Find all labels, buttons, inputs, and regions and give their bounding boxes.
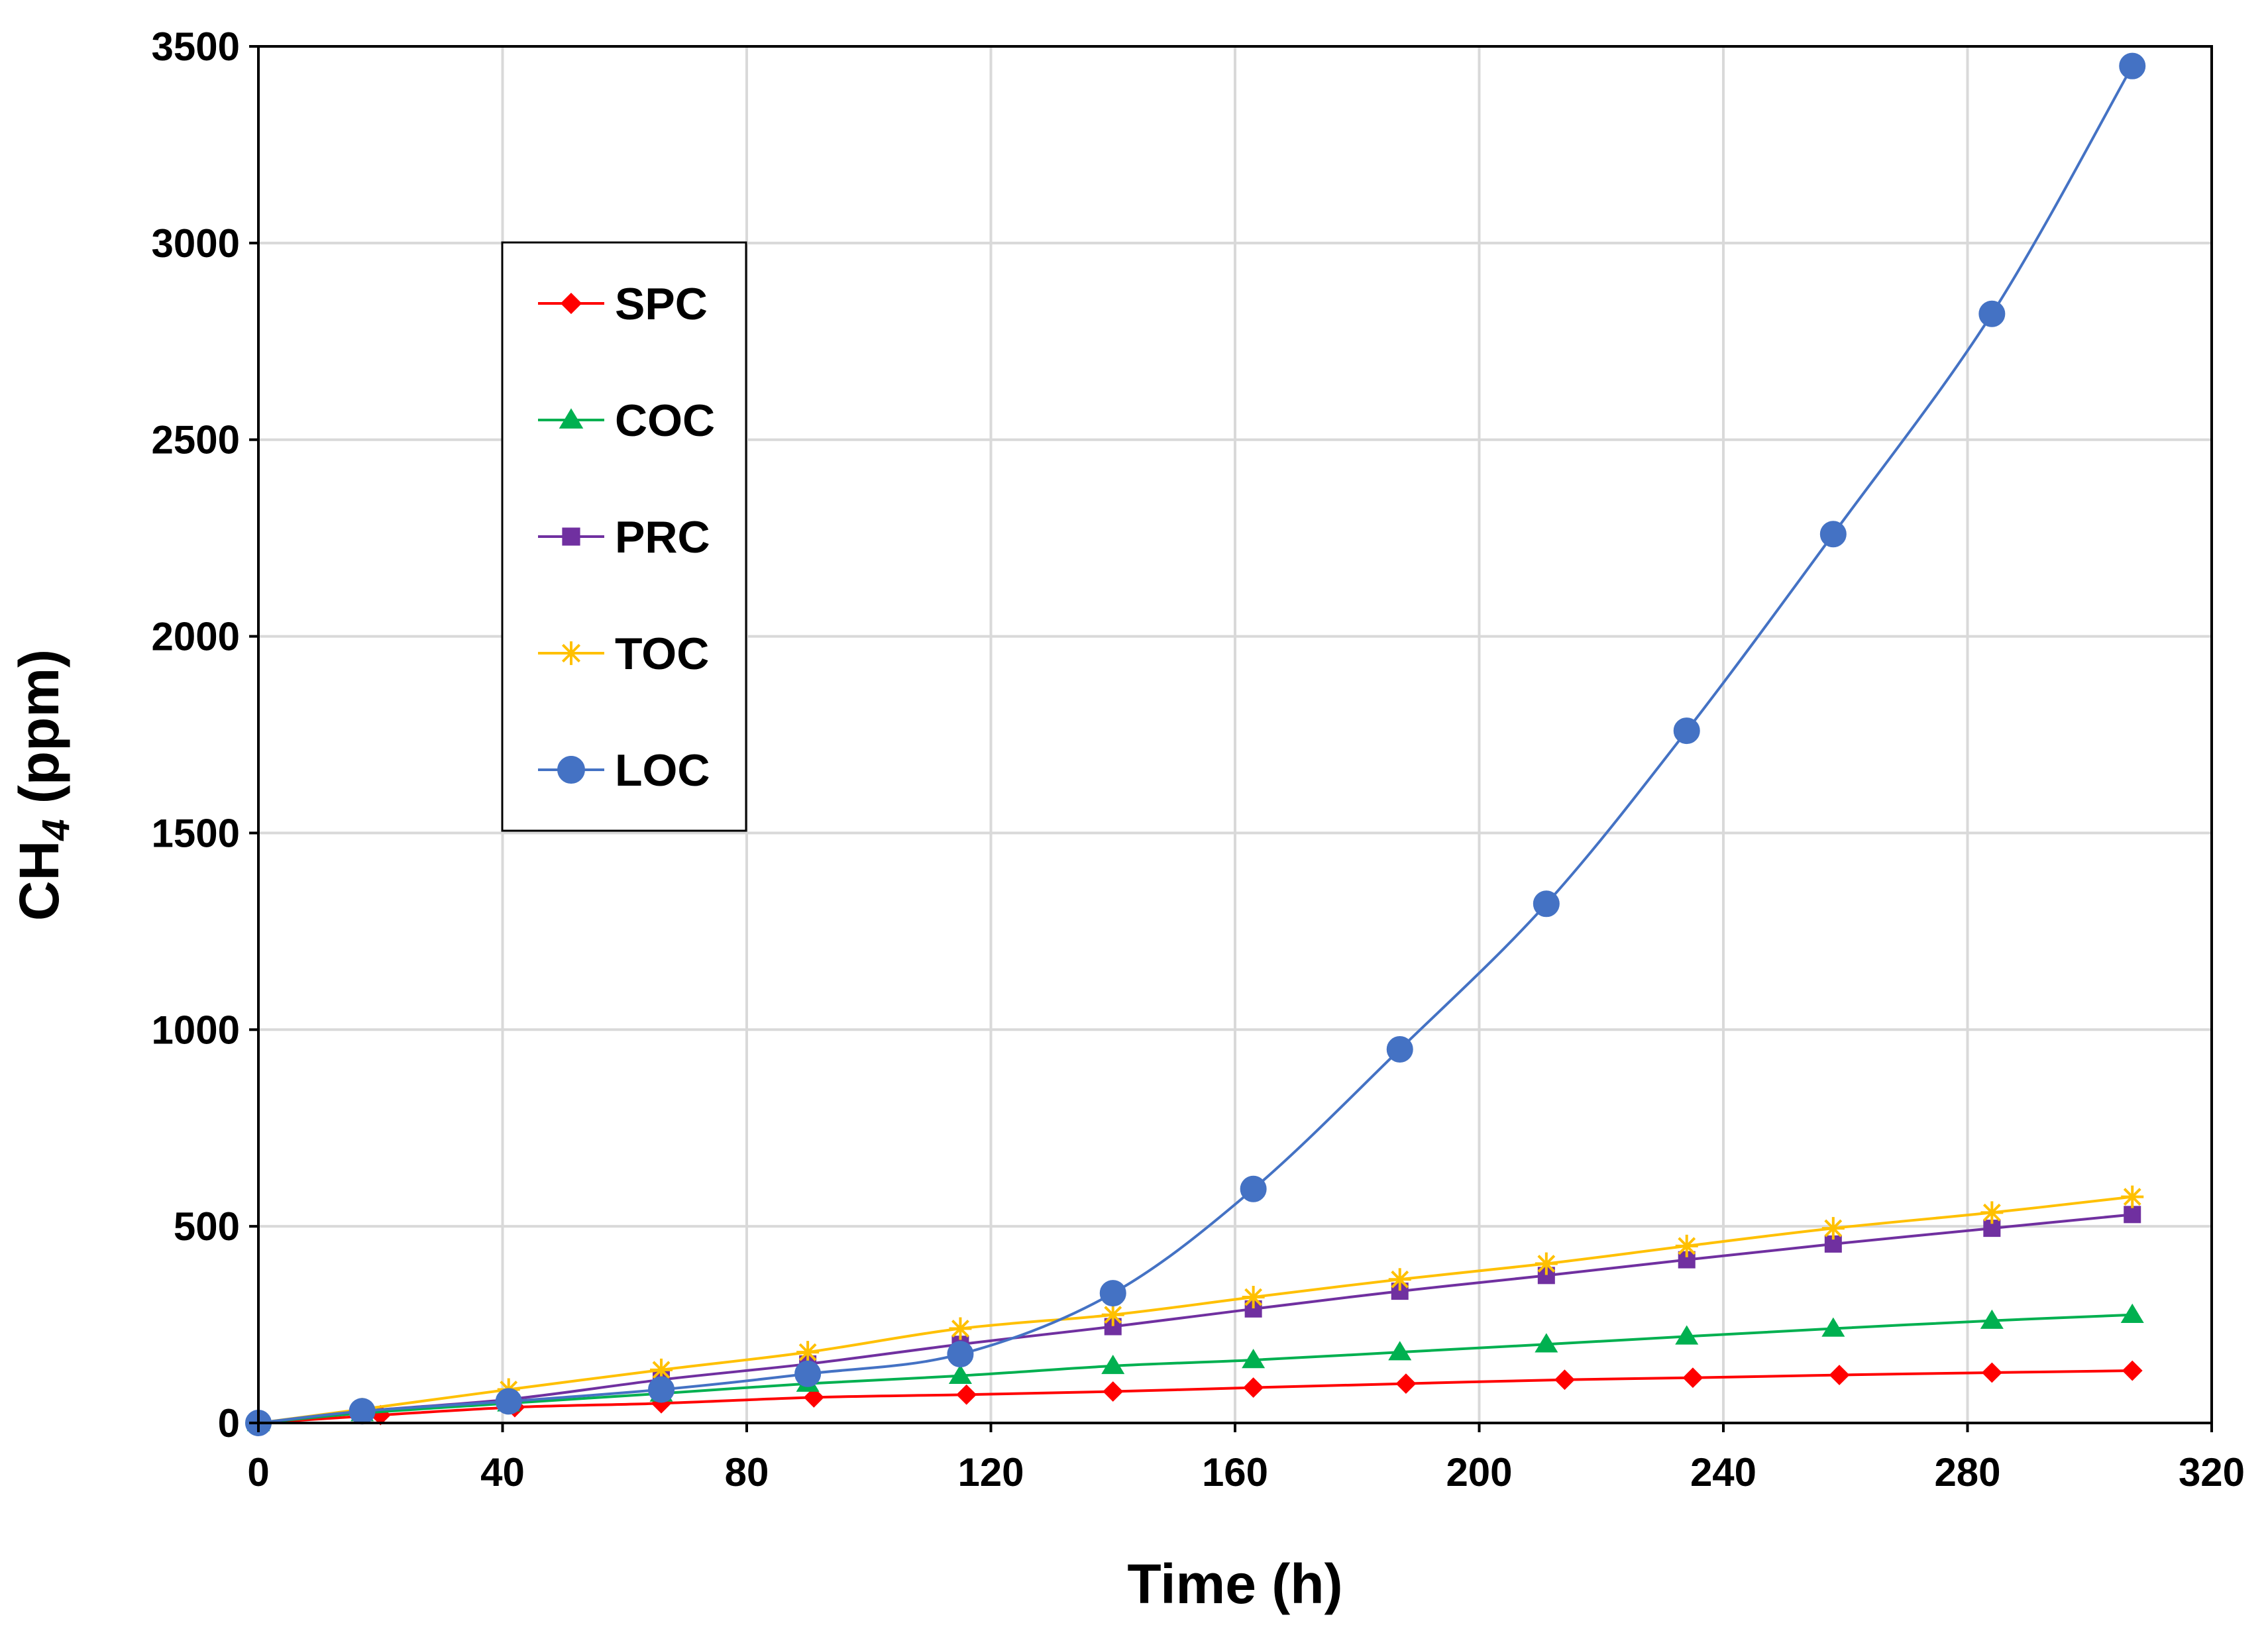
data-point-toc — [1980, 1201, 2004, 1224]
data-point-toc — [2121, 1185, 2144, 1208]
data-point-loc — [794, 1360, 822, 1387]
data-point-loc — [1978, 300, 2006, 327]
y-axis-title-subscript: 4 — [34, 819, 78, 841]
series-loc — [245, 52, 2146, 1436]
x-tick-label: 80 — [725, 1450, 769, 1495]
legend: SPC COC PRC TOC LOC — [501, 241, 747, 832]
legend-marker-coc — [559, 408, 584, 429]
data-point-spc — [1682, 1367, 1703, 1389]
data-point-coc — [1980, 1309, 2004, 1329]
series-line-coc — [258, 1313, 2133, 1424]
legend-marker-toc — [559, 641, 583, 665]
data-point-loc — [2119, 52, 2146, 79]
data-point-loc — [648, 1376, 675, 1403]
data-point-coc — [1675, 1325, 1699, 1345]
data-point-loc — [1386, 1035, 1413, 1063]
x-tick-label: 40 — [480, 1450, 525, 1495]
data-point-spc — [2122, 1360, 2143, 1381]
y-axis-title-unit: (ppm) — [8, 649, 70, 819]
legend-item-spc: SPC — [538, 279, 708, 329]
legend-item-coc: COC — [538, 395, 715, 446]
series-line-prc — [258, 1213, 2133, 1424]
data-point-spc — [1554, 1369, 1575, 1391]
series-line-toc — [258, 1195, 2133, 1424]
legend-label-coc: COC — [615, 395, 715, 446]
data-point-loc — [349, 1398, 376, 1425]
y-axis-title-main: CH — [8, 841, 70, 921]
y-tick-label: 1500 — [152, 811, 240, 855]
legend-label-loc: LOC — [615, 745, 710, 796]
x-axis-title: Time (h) — [1127, 1553, 1342, 1615]
data-point-toc — [1101, 1303, 1124, 1326]
data-point-spc — [1829, 1365, 1850, 1385]
x-tick-label: 280 — [1934, 1450, 2000, 1495]
data-point-loc — [1819, 521, 1847, 548]
legend-label-prc: PRC — [615, 512, 710, 562]
data-point-toc — [1535, 1252, 1558, 1275]
data-point-toc — [949, 1317, 972, 1340]
x-tick-label: 120 — [957, 1450, 1024, 1495]
x-tick-label: 200 — [1446, 1450, 1512, 1495]
series-line-loc — [258, 65, 2133, 1424]
data-point-toc — [1388, 1268, 1411, 1291]
y-tick-label: 3000 — [152, 221, 240, 266]
legend-marker-spc — [560, 292, 582, 315]
legend-marker-prc — [562, 527, 580, 546]
x-tick-label: 0 — [247, 1450, 269, 1495]
y-tick-labels: 0 500 1000 1500 2000 2500 3000 3500 — [152, 25, 258, 1445]
data-point-prc — [1983, 1220, 2001, 1237]
y-tick-label: 2500 — [152, 418, 240, 462]
data-point-loc — [1240, 1175, 1267, 1202]
data-point-spc — [803, 1387, 824, 1408]
y-axis-title: CH4 (ppm) — [8, 649, 78, 921]
data-point-spc — [956, 1384, 977, 1405]
y-tick-label: 500 — [174, 1204, 240, 1249]
data-point-loc — [1533, 890, 1560, 918]
data-point-coc — [948, 1364, 972, 1385]
data-point-loc — [1673, 717, 1700, 745]
plot-series — [245, 52, 2146, 1436]
data-point-coc — [1535, 1333, 1558, 1353]
data-point-toc — [1242, 1286, 1265, 1309]
data-point-spc — [1981, 1362, 2002, 1383]
y-tick-label: 2000 — [152, 615, 240, 659]
data-point-loc — [495, 1388, 522, 1415]
data-point-loc — [1099, 1280, 1126, 1307]
x-tick-label: 160 — [1202, 1450, 1268, 1495]
x-tick-label: 320 — [2179, 1450, 2245, 1495]
legend-item-loc: LOC — [538, 745, 710, 796]
data-point-coc — [1388, 1341, 1412, 1361]
data-point-toc — [1821, 1217, 1845, 1240]
y-tick-label: 0 — [218, 1401, 240, 1445]
data-point-coc — [1101, 1354, 1125, 1375]
data-point-coc — [2120, 1303, 2144, 1323]
data-point-toc — [650, 1358, 673, 1381]
y-tick-label: 3500 — [152, 25, 240, 69]
x-tick-label: 240 — [1690, 1450, 1756, 1495]
data-point-spc — [1243, 1377, 1264, 1398]
data-point-prc — [2124, 1206, 2141, 1224]
data-point-loc — [947, 1341, 974, 1368]
x-tick-labels: 0 40 80 120 160 200 240 280 320 — [247, 1423, 2245, 1495]
y-tick-label: 1000 — [152, 1008, 240, 1052]
data-point-spc — [1395, 1373, 1417, 1394]
legend-item-prc: PRC — [538, 512, 710, 562]
legend-item-toc: TOC — [538, 629, 709, 679]
series-line-spc — [258, 1369, 2133, 1424]
data-point-toc — [796, 1341, 820, 1364]
legend-label-spc: SPC — [615, 279, 708, 329]
legend-label-toc: TOC — [615, 629, 709, 679]
legend-marker-loc — [557, 756, 585, 784]
data-point-toc — [1675, 1234, 1698, 1257]
data-point-coc — [1242, 1349, 1266, 1369]
data-point-coc — [1821, 1317, 1845, 1337]
data-point-spc — [1103, 1381, 1124, 1402]
